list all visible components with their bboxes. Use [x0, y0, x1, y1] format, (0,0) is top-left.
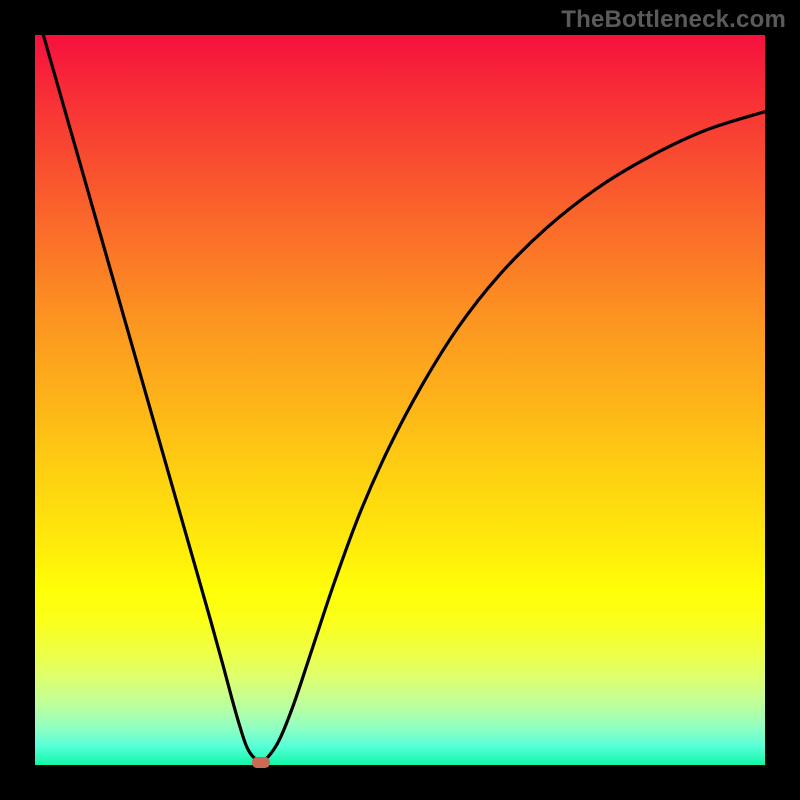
watermark-text: TheBottleneck.com [561, 6, 786, 34]
plot-area [35, 35, 765, 765]
optimum-marker [252, 757, 270, 768]
bottleneck-curve [35, 35, 765, 765]
chart-root: TheBottleneck.com [0, 0, 800, 800]
